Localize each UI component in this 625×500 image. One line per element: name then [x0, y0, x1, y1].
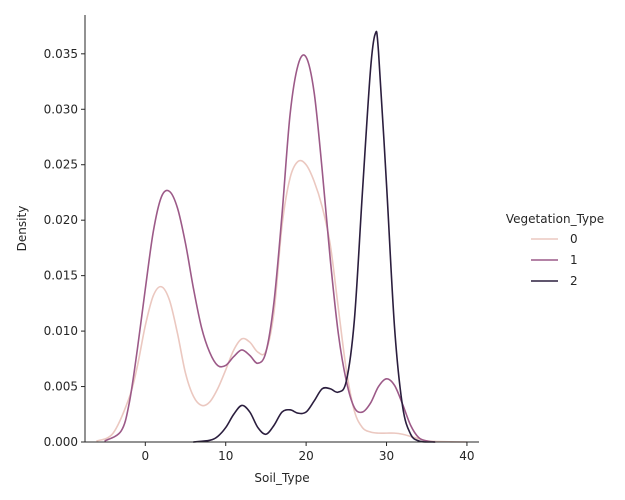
x-axis-label: Soil_Type	[254, 471, 309, 485]
y-tick-label: 0.000	[44, 435, 78, 449]
legend-label-0: 0	[570, 232, 578, 246]
series-line-1	[104, 54, 436, 443]
y-ticks: 0.000 0.005 0.010 0.015 0.020 0.025 0.030 0.035	[44, 47, 85, 449]
y-axis-label: Density	[15, 206, 29, 252]
y-tick-label: 0.035	[44, 47, 78, 61]
axes: 0 10 20 30 40 0.000 0.005 0.010 0.015 0.020 0.025…	[44, 15, 479, 463]
y-tick-label: 0.005	[44, 380, 78, 394]
series-line-0	[96, 159, 468, 443]
y-tick-label: 0.015	[44, 269, 78, 283]
x-tick-label: 30	[379, 449, 394, 463]
y-tick-label: 0.030	[44, 102, 78, 116]
y-tick-label: 0.020	[44, 213, 78, 227]
x-tick-label: 20	[298, 449, 313, 463]
legend-label-1: 1	[570, 253, 578, 267]
legend-label-2: 2	[570, 274, 578, 288]
y-tick-label: 0.025	[44, 158, 78, 172]
x-ticks: 0 10 20 30 40	[141, 442, 475, 463]
x-tick-label: 40	[459, 449, 474, 463]
y-tick-label: 0.010	[44, 324, 78, 338]
legend-items: 0 1 2	[531, 232, 578, 288]
x-tick-label: 10	[218, 449, 233, 463]
legend: Vegetation_Type 0 1 2	[506, 212, 604, 288]
plot-area	[96, 30, 468, 443]
legend-title: Vegetation_Type	[506, 212, 604, 226]
series-line-2	[192, 30, 436, 443]
x-tick-label: 0	[141, 449, 149, 463]
